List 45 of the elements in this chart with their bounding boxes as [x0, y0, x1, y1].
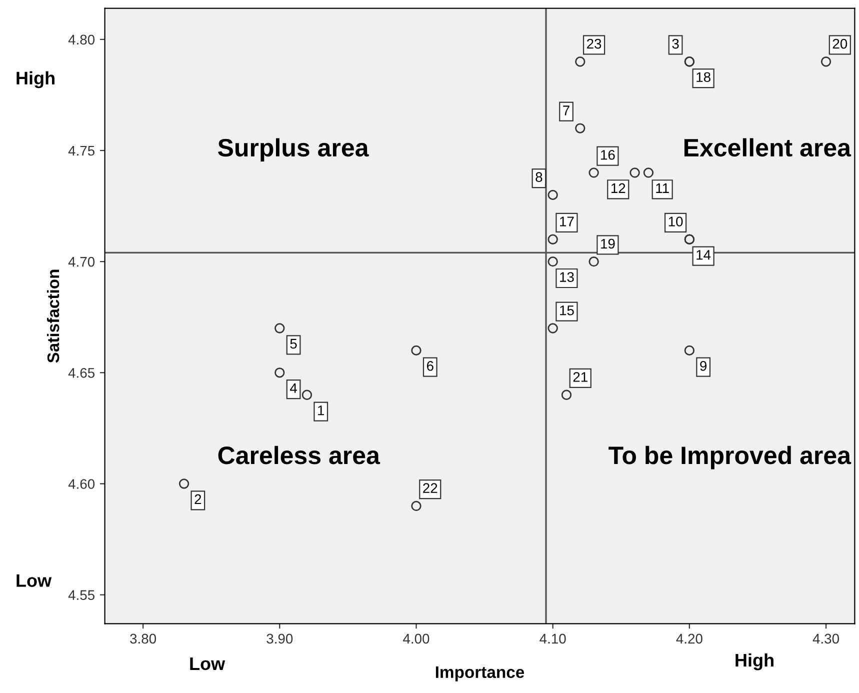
annotation: To be Improved area	[608, 446, 852, 470]
annotation: 9	[700, 361, 707, 371]
annotation: 12	[611, 183, 626, 193]
text: Low	[16, 574, 52, 587]
annotation: 7	[563, 106, 570, 116]
y-tick-label: 4.55	[68, 590, 94, 600]
text: Low	[190, 658, 226, 670]
annotation: Surplus area	[218, 138, 369, 162]
x-tick-label: 4.20	[676, 634, 702, 644]
annotation: 19	[601, 238, 615, 249]
y-axis-title: Satisfaction	[46, 270, 60, 363]
annotation: 4	[290, 383, 297, 393]
text: High	[16, 71, 54, 88]
annotation: 8	[536, 172, 542, 182]
y-tick-label: 4.80	[68, 34, 95, 45]
annotation: 5	[290, 338, 297, 349]
annotation: 11	[656, 183, 669, 193]
annotation: 6	[426, 361, 434, 371]
annotation: 21	[573, 372, 588, 382]
annotation: 2	[194, 494, 202, 504]
annotation: 13	[560, 272, 574, 282]
y-tick-label: 4.70	[68, 256, 95, 267]
y-tick-label: 4.75	[68, 146, 94, 156]
x-axis-title: Importance	[436, 666, 524, 682]
annotation: Careless area	[218, 446, 380, 464]
text: High	[736, 653, 774, 670]
annotation: 20	[832, 38, 848, 49]
annotation: Excellent area	[684, 138, 852, 157]
x-tick-label: 3.90	[266, 634, 293, 644]
annotation: 14	[696, 250, 711, 260]
annotation: 10	[668, 216, 683, 226]
annotation: 22	[423, 483, 438, 493]
annotation: 16	[601, 150, 615, 160]
annotation: 3	[672, 38, 679, 49]
x-tick-label: 3.80	[130, 634, 156, 644]
annotation: 23	[587, 38, 602, 49]
annotation: 1	[318, 406, 324, 416]
annotation: 15	[560, 306, 574, 316]
y-tick-label: 4.60	[68, 479, 95, 489]
x-tick-label: 4.10	[540, 634, 566, 644]
x-tick-label: 4.30	[812, 634, 839, 644]
annotation: 18	[696, 72, 710, 82]
x-tick-label: 4.00	[403, 634, 430, 644]
y-tick-label: 4.65	[68, 368, 94, 378]
annotation: 17	[560, 216, 574, 226]
